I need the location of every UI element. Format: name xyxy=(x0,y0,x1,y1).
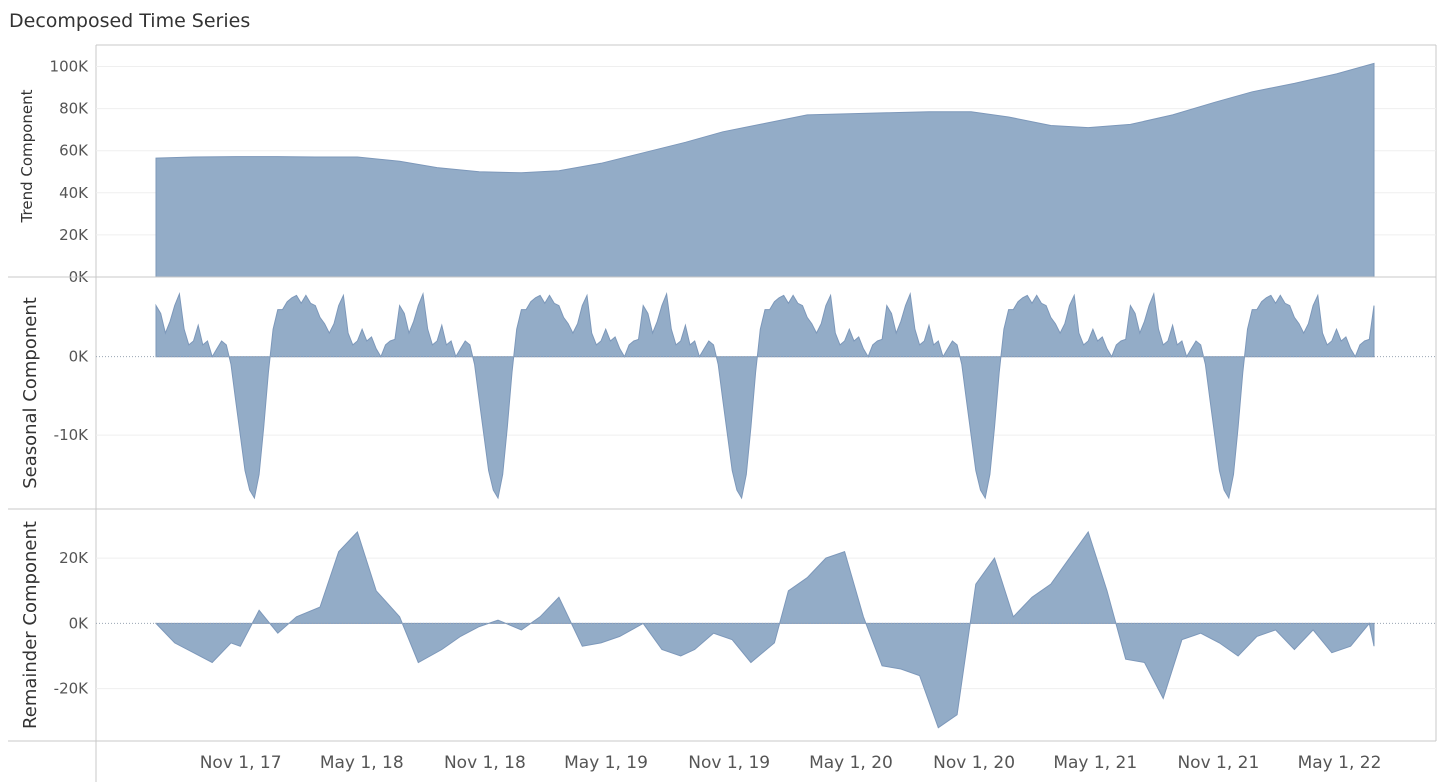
remainder-component-area xyxy=(154,530,1375,729)
x-tick-label: Nov 1, 18 xyxy=(444,753,526,773)
trend-component-area xyxy=(155,62,1375,278)
x-tick-label: May 1, 20 xyxy=(809,753,893,773)
y-tick-label: 20K xyxy=(59,549,89,567)
y-tick-label: -10K xyxy=(54,426,89,444)
x-tick-label: May 1, 19 xyxy=(564,753,648,773)
y-tick-label: 0K xyxy=(69,614,90,632)
y-tick-label: 0K xyxy=(69,348,90,366)
y-tick-label: 60K xyxy=(59,142,89,160)
y-axis-label: Trend Component xyxy=(18,89,36,223)
x-tick-label: May 1, 22 xyxy=(1298,753,1382,773)
x-tick-label: May 1, 21 xyxy=(1053,753,1137,773)
y-tick-label: 40K xyxy=(59,184,89,202)
y-tick-label: -20K xyxy=(54,680,89,698)
page-title: Decomposed Time Series xyxy=(9,10,251,32)
x-tick-label: Nov 1, 19 xyxy=(688,753,770,773)
y-tick-label: 100K xyxy=(50,58,90,76)
y-tick-label: 20K xyxy=(59,226,89,244)
y-axis-label: Remainder Component xyxy=(20,521,41,729)
seasonal-component-area xyxy=(155,291,1375,500)
x-tick-label: Nov 1, 21 xyxy=(1177,753,1259,773)
x-tick-label: Nov 1, 20 xyxy=(933,753,1015,773)
x-tick-label: Nov 1, 17 xyxy=(200,753,282,773)
y-tick-label: 80K xyxy=(59,100,89,118)
x-tick-label: May 1, 18 xyxy=(320,753,404,773)
y-axis-label: Seasonal Component xyxy=(20,297,41,489)
